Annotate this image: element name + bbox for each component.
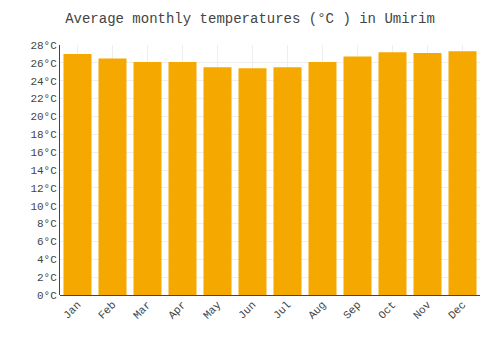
svg-text:4°C: 4°C [37,254,57,266]
svg-text:0°C: 0°C [37,290,57,302]
svg-text:Feb: Feb [96,299,118,321]
svg-text:24°C: 24°C [30,76,57,88]
svg-text:22°C: 22°C [30,93,57,105]
svg-text:Oct: Oct [376,299,398,321]
svg-text:Jul: Jul [271,299,293,321]
svg-text:Sep: Sep [341,299,363,321]
svg-text:Jan: Jan [61,299,83,321]
svg-text:Jun: Jun [236,299,258,321]
svg-text:Aug: Aug [306,299,328,321]
svg-text:26°C: 26°C [30,58,57,70]
svg-text:20°C: 20°C [30,111,57,123]
svg-text:Average monthly temperatures (: Average monthly temperatures (°C ) in Um… [65,11,435,27]
svg-text:8°C: 8°C [37,218,57,230]
svg-text:16°C: 16°C [30,147,57,159]
svg-text:12°C: 12°C [30,183,57,195]
svg-text:2°C: 2°C [37,272,57,284]
svg-text:Dec: Dec [446,299,468,321]
svg-text:18°C: 18°C [30,129,57,141]
svg-text:Apr: Apr [166,299,188,321]
svg-text:14°C: 14°C [30,165,57,177]
svg-text:May: May [201,299,224,322]
svg-text:Mar: Mar [131,299,153,321]
svg-text:28°C: 28°C [30,40,57,52]
svg-text:Nov: Nov [411,299,434,322]
svg-text:10°C: 10°C [30,201,57,213]
svg-text:6°C: 6°C [37,236,57,248]
